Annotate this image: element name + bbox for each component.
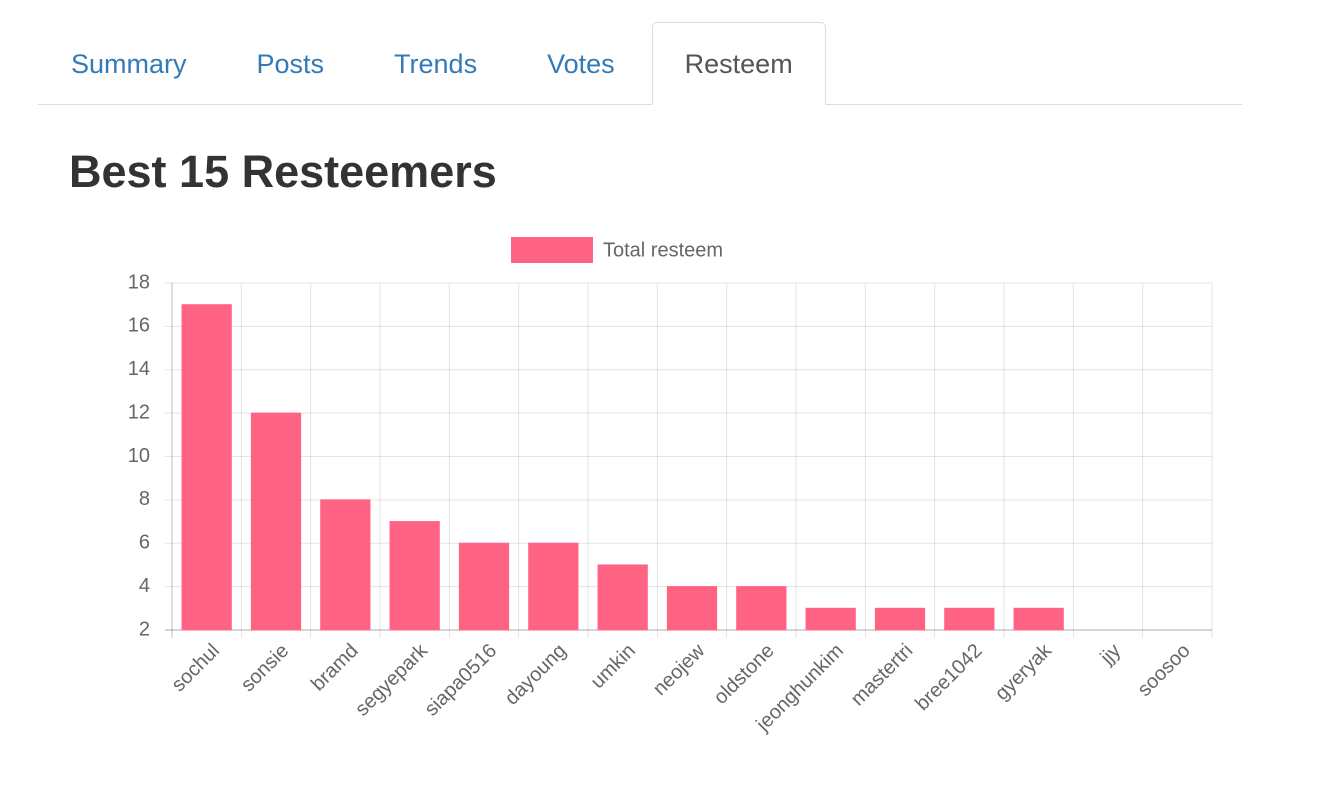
tab[interactable]: Posts: [256, 49, 325, 79]
bar: [528, 542, 579, 631]
bar: [1013, 607, 1064, 631]
tab[interactable]: Resteem: [651, 22, 826, 105]
y-tick-label: 10: [128, 445, 150, 467]
bar: [389, 521, 440, 631]
legend-swatch: [511, 237, 593, 263]
tab-bar: Summary Posts Trends Votes Resteem: [38, 22, 1242, 105]
x-tick-label: umkin: [587, 640, 640, 693]
x-tick-label: jjy: [1096, 640, 1126, 670]
bar: [250, 412, 302, 631]
bar: [181, 304, 232, 631]
x-tick-label: neojew: [649, 639, 710, 700]
x-tick-label: soosoo: [1133, 640, 1194, 701]
y-tick-label: 2: [139, 618, 150, 640]
y-tick-label: 14: [128, 358, 150, 380]
x-tick-label: gyeryak: [991, 639, 1057, 705]
bar: [597, 564, 648, 631]
tab[interactable]: Summary: [71, 49, 187, 79]
y-tick-label: 16: [128, 315, 150, 337]
x-tick-label: dayoung: [501, 640, 571, 710]
bar: [874, 607, 926, 631]
x-tick-label: bree1042: [911, 640, 986, 715]
y-tick-label: 8: [139, 488, 150, 510]
x-tick-label: bramd: [307, 640, 363, 696]
bar: [666, 586, 718, 631]
y-tick-label: 6: [139, 532, 150, 554]
heading: Best 15 Resteemers: [69, 146, 497, 197]
x-tick-label: oldstone: [710, 640, 779, 709]
x-tick-label: sochul: [168, 640, 224, 696]
x-tick-label: sonsie: [237, 640, 293, 696]
x-tick-label: mastertri: [847, 640, 918, 711]
tab[interactable]: Votes: [547, 49, 615, 79]
y-tick-label: 4: [139, 575, 150, 597]
bar: [736, 586, 787, 631]
bar: [805, 607, 856, 631]
bar: [320, 499, 371, 631]
x-tick-label: siapa0516: [420, 640, 501, 721]
bar: [458, 542, 510, 631]
legend-label: Total resteem: [603, 239, 723, 261]
x-tick-label: segyepark: [351, 639, 433, 721]
bar: [944, 607, 995, 631]
y-tick-label: 12: [128, 401, 150, 423]
tab[interactable]: Trends: [394, 49, 478, 79]
y-tick-label: 18: [128, 271, 150, 293]
